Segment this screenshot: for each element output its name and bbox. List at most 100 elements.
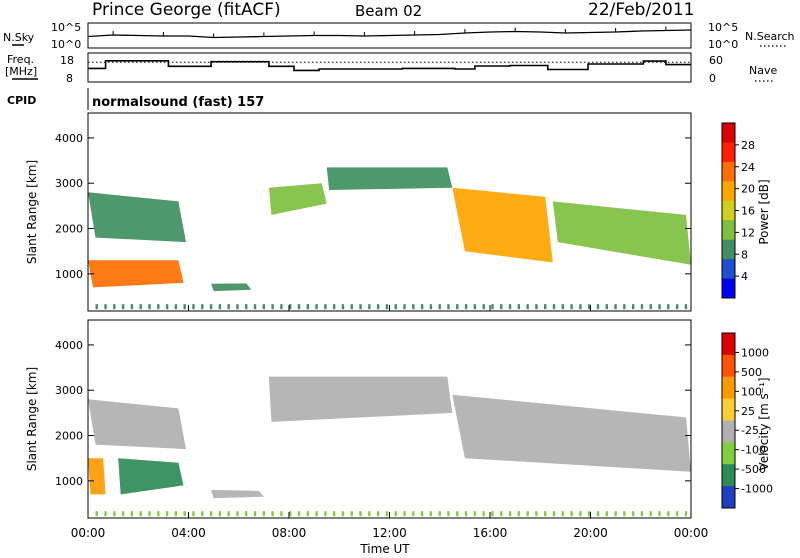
noise-frame	[87, 22, 692, 49]
noise-right-tick-top: 10^5	[708, 21, 738, 34]
ground-scatter-mark	[201, 511, 204, 517]
power-echo-region	[268, 183, 327, 215]
ground-scatter-mark	[675, 304, 679, 310]
power-colorbar-swatch	[722, 181, 735, 202]
power-y-tick-label: 1000	[55, 268, 83, 281]
power-colorbar-swatch	[722, 123, 735, 143]
ground-scatter-mark	[139, 304, 142, 310]
velocity-colorbar-swatch	[722, 354, 735, 378]
velocity-colorbar-swatch	[722, 376, 735, 400]
ground-scatter-mark	[614, 304, 617, 310]
ground-scatter-mark	[271, 511, 274, 517]
freq-left-label-2: [MHz]	[5, 65, 37, 78]
x-tick-label: 08:00	[272, 526, 307, 540]
ground-scatter-mark	[429, 511, 433, 517]
cpid-panel: CPID normalsound (fast) 157	[7, 88, 264, 110]
power-colorbar-swatch	[722, 239, 735, 260]
ground-scatter-mark	[121, 511, 125, 517]
x-tick-label: 20:00	[573, 526, 608, 540]
ground-scatter-mark	[596, 304, 600, 310]
ground-scatter-mark	[192, 511, 195, 517]
ground-scatter-mark	[130, 511, 134, 517]
ground-scatter-mark	[535, 511, 538, 517]
velocity-colorbar-frame	[721, 332, 736, 509]
velocity-colorbar-tick-label: -25	[741, 424, 759, 437]
noise-spikes	[112, 26, 667, 38]
ground-scatter-mark	[526, 304, 529, 310]
x-tick-label: 04:00	[171, 526, 206, 540]
power-panel: 1000 2000 3000 4000 Slant Range [km] 28 24 20…	[25, 112, 771, 312]
ground-scatter-mark	[605, 304, 608, 310]
velocity-colorbar-tick-label: 100	[741, 385, 762, 398]
x-tick-label: 12:00	[372, 526, 407, 540]
power-colorbar-tick-label: 8	[741, 248, 748, 261]
power-colorbar-swatch	[722, 200, 735, 221]
ground-scatter-mark	[385, 511, 389, 517]
noise-panel: N.Sky 10^5 10^0 10^5 10^0 N.Search	[3, 21, 795, 51]
ground-scatter-mark	[359, 304, 362, 310]
ground-scatter-mark	[544, 511, 547, 517]
noise-left-tick-bottom: 10^0	[51, 38, 81, 51]
ground-scatter-mark	[95, 304, 98, 310]
ground-scatter-mark	[482, 511, 485, 517]
velocity-colorbar-tick-label: 1000	[741, 346, 769, 359]
ground-scatter-mark	[227, 511, 230, 517]
power-colorbar-swatch	[722, 220, 735, 241]
velocity-colorbar-tick-label: 25	[741, 405, 755, 418]
velocity-colorbar-tick-label: -500	[741, 463, 766, 476]
freq-right-tick-bottom: 0	[709, 72, 716, 85]
power-colorbar-swatch	[722, 278, 735, 299]
ground-scatter-mark	[473, 304, 477, 310]
velocity-frame	[87, 319, 692, 519]
velocity-x-ticks: 00:00 04:00 08:00 12:00 16:00 20:00 00:00	[71, 305, 708, 540]
velocity-colorbar-swatch	[722, 398, 735, 421]
power-colorbar-tick-label: 4	[741, 270, 748, 283]
ground-scatter-mark	[218, 304, 222, 310]
velocity-data-regions	[88, 376, 691, 517]
velocity-colorbar: 1000 500 100 25 -25 -100 -500 -1000	[721, 332, 773, 509]
ground-scatter-mark	[438, 511, 441, 517]
ground-scatter-mark	[570, 511, 573, 517]
ground-scatter-mark	[113, 304, 116, 310]
ground-scatter-mark	[447, 511, 450, 517]
freq-right-tick-top: 60	[709, 54, 723, 67]
ground-scatter-mark	[517, 304, 521, 310]
ground-scatter-mark	[332, 304, 336, 310]
velocity-colorbar-swatch	[722, 420, 735, 443]
velocity-colorbar-swatch	[722, 333, 735, 356]
velocity-colorbar-tick-label: 500	[741, 366, 762, 379]
power-colorbar-tick-label: 20	[741, 183, 755, 196]
freq-line	[88, 59, 691, 72]
power-colorbar-tick-label: 12	[741, 226, 755, 239]
ground-scatter-mark	[420, 304, 424, 310]
velocity-colorbar-tick-label: -1000	[741, 483, 773, 496]
ground-scatter-mark	[429, 304, 433, 310]
ground-scatter-mark	[394, 511, 397, 517]
ground-scatter-mark	[500, 304, 503, 310]
power-colorbar-tick-label: 16	[741, 205, 755, 218]
power-colorbar-swatch	[722, 161, 735, 182]
velocity-echo-region	[88, 458, 106, 495]
ground-scatter-mark	[332, 511, 336, 517]
ground-scatter-mark	[544, 304, 547, 310]
velocity-colorbar-swatch	[722, 486, 735, 509]
power-echo-region	[326, 167, 453, 190]
ground-scatter-mark	[236, 511, 239, 517]
ground-scatter-mark	[306, 304, 309, 310]
noise-right-label: N.Search	[745, 30, 795, 43]
ground-scatter-mark	[376, 304, 380, 310]
ground-scatter-mark	[297, 511, 301, 517]
date-label: 22/Feb/2011	[588, 0, 694, 20]
velocity-echo-region	[118, 458, 184, 495]
ground-scatter-mark	[456, 304, 459, 310]
x-axis-label: Time UT	[359, 542, 410, 554]
power-colorbar-tick-label: 24	[741, 161, 755, 174]
power-y-tick-label: 2000	[55, 223, 83, 236]
ground-scatter-mark	[412, 304, 415, 310]
ground-scatter-mark	[324, 511, 327, 517]
noise-left-label: N.Sky	[3, 31, 35, 44]
velocity-y-tick-label: 2000	[55, 430, 83, 443]
ground-scatter-mark	[165, 511, 169, 517]
power-colorbar-swatch	[722, 142, 735, 163]
